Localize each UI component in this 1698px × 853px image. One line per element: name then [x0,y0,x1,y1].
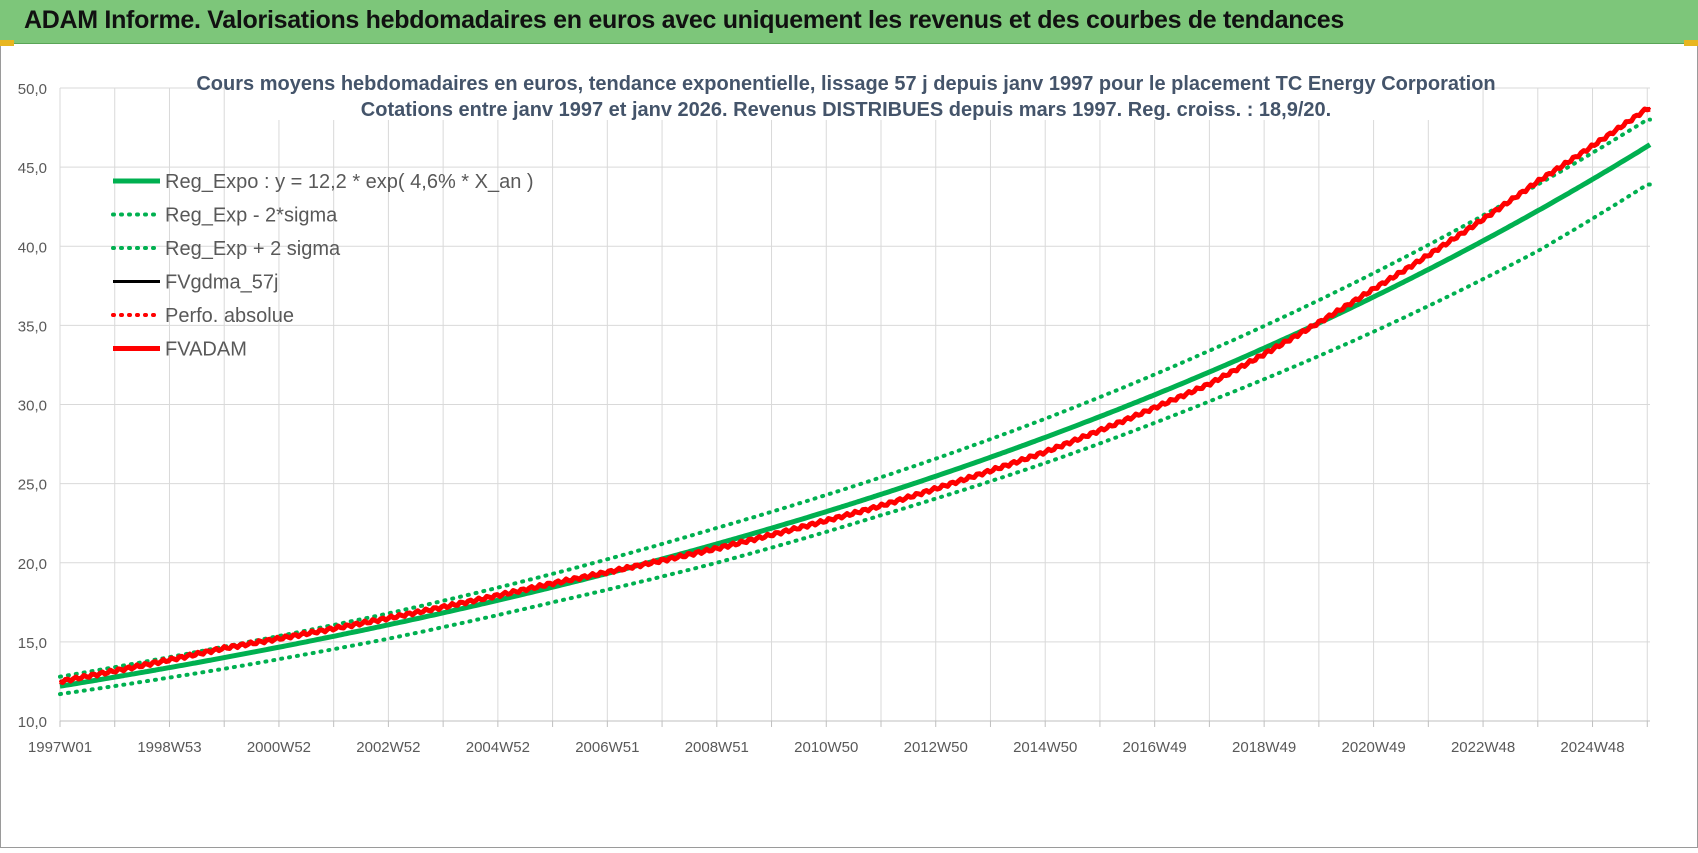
x-tick-label: 1998W53 [137,739,201,756]
legend-label: Reg_Exp + 2 sigma [165,238,341,260]
chart-title: Cours moyens hebdomadaires en euros, ten… [196,64,1496,121]
chart-area: 50,0 45,0 40,0 35,0 30,0 25,0 20,0 15,0 10,0 1997… [0,45,1698,848]
series-layer [58,106,1652,697]
y-tick-label: 45,0 [18,160,47,177]
y-tick-label: 35,0 [18,318,47,335]
x-tick-label: 2000W52 [247,739,311,756]
x-tick-label: 2018W49 [1232,739,1296,756]
x-tick-label: 2014W50 [1013,739,1077,756]
x-tick-label: 2004W52 [466,739,530,756]
chart-title-line-2: Cotations entre janv 1997 et janv 2026. … [361,99,1331,121]
legend: Reg_Expo : y = 12,2 * exp( 4,6% * X_an )… [111,171,534,361]
series-reg-exp-minus-2sigma [58,182,1652,697]
line-chart: 50,0 45,0 40,0 35,0 30,0 25,0 20,0 15,0 10,0 1997… [18,64,1652,756]
corner-mark-right [1684,40,1698,46]
x-tick-label: 2006W51 [575,739,639,756]
y-tick-label: 20,0 [18,556,47,573]
legend-label: Perfo. absolue [165,305,294,327]
page-title: ADAM Informe. Valorisations hebdomadaire… [24,6,1345,34]
x-tick-label: 2010W50 [794,739,858,756]
series-perfo-absolue [59,107,1651,683]
series-reg-exp-plus-2sigma [58,117,1652,679]
x-tick-label: 1997W01 [28,739,92,756]
x-tick-label: 2002W52 [356,739,420,756]
series-reg-expo [59,142,1652,689]
x-tick-label: 2024W48 [1560,739,1624,756]
x-tick-label: 2012W50 [904,739,968,756]
legend-label: FVADAM [165,339,247,361]
x-tick-label: 2022W48 [1451,739,1515,756]
series-fvadam [59,106,1651,685]
header-banner: ADAM Informe. Valorisations hebdomadaire… [0,0,1698,44]
x-tick-label: 2020W49 [1341,739,1405,756]
series-fvgdma-57j [59,107,1650,683]
x-tick-label: 2016W49 [1123,739,1187,756]
y-tick-label: 50,0 [18,81,47,98]
corner-mark-left [0,40,14,46]
legend-label: Reg_Expo : y = 12,2 * exp( 4,6% * X_an ) [165,171,534,193]
y-tick-label: 15,0 [18,635,47,652]
axes: 50,0 45,0 40,0 35,0 30,0 25,0 20,0 15,0 10,0 1997… [18,81,1650,756]
legend-label: Reg_Exp - 2*sigma [165,205,338,227]
x-tick-label: 2008W51 [685,739,749,756]
y-tick-label: 10,0 [18,714,47,731]
y-tick-label: 25,0 [18,477,47,494]
legend-label: FVgdma_57j [165,272,278,294]
title-background [225,64,1465,120]
chart-title-line-1: Cours moyens hebdomadaires en euros, ten… [196,73,1495,95]
y-tick-label: 40,0 [18,239,47,256]
y-tick-label: 30,0 [18,398,47,415]
